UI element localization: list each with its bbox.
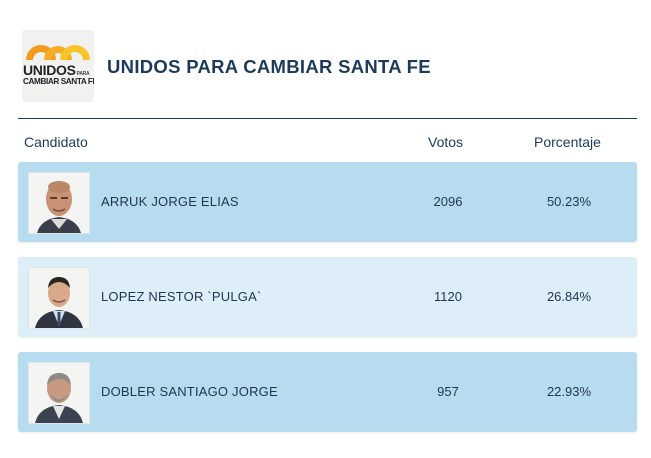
sun-arcs-logo-icon bbox=[26, 45, 90, 60]
column-header-votes: Votos bbox=[428, 134, 464, 150]
candidate-name: DOBLER SANTIAGO JORGE bbox=[101, 384, 278, 399]
header-divider bbox=[18, 118, 637, 119]
candidate-percentage: 50.23% bbox=[546, 194, 592, 209]
candidate-row[interactable]: DOBLER SANTIAGO JORGE 957 22.93% bbox=[18, 352, 637, 432]
candidate-votes: 1120 bbox=[434, 289, 462, 304]
party-header: UNIDOSPARA CAMBIAR SANTA FE UNIDOS PARA … bbox=[22, 30, 632, 104]
column-header-candidate: Candidato bbox=[24, 134, 88, 150]
candidate-row[interactable]: ARRUK JORGE ELIAS 2096 50.23% bbox=[18, 162, 637, 242]
candidate-name: LOPEZ NESTOR `PULGA` bbox=[101, 289, 262, 304]
candidate-percentage: 26.84% bbox=[546, 289, 592, 304]
candidate-photo bbox=[28, 362, 90, 424]
column-header-percentage: Porcentaje bbox=[534, 134, 601, 150]
candidate-name: ARRUK JORGE ELIAS bbox=[101, 194, 239, 209]
logo-text-cambiar: CAMBIAR SANTA FE bbox=[23, 77, 94, 86]
candidate-photo bbox=[28, 267, 90, 329]
logo-text-unidos: UNIDOSPARA bbox=[23, 62, 90, 78]
candidate-votes: 2096 bbox=[433, 194, 463, 209]
party-title: UNIDOS PARA CAMBIAR SANTA FE bbox=[107, 56, 431, 77]
candidate-photo bbox=[28, 172, 90, 234]
candidate-row[interactable]: LOPEZ NESTOR `PULGA` 1120 26.84% bbox=[18, 257, 637, 337]
candidate-votes: 957 bbox=[437, 384, 459, 399]
party-logo: UNIDOSPARA CAMBIAR SANTA FE bbox=[22, 30, 94, 102]
candidate-percentage: 22.93% bbox=[546, 384, 592, 399]
